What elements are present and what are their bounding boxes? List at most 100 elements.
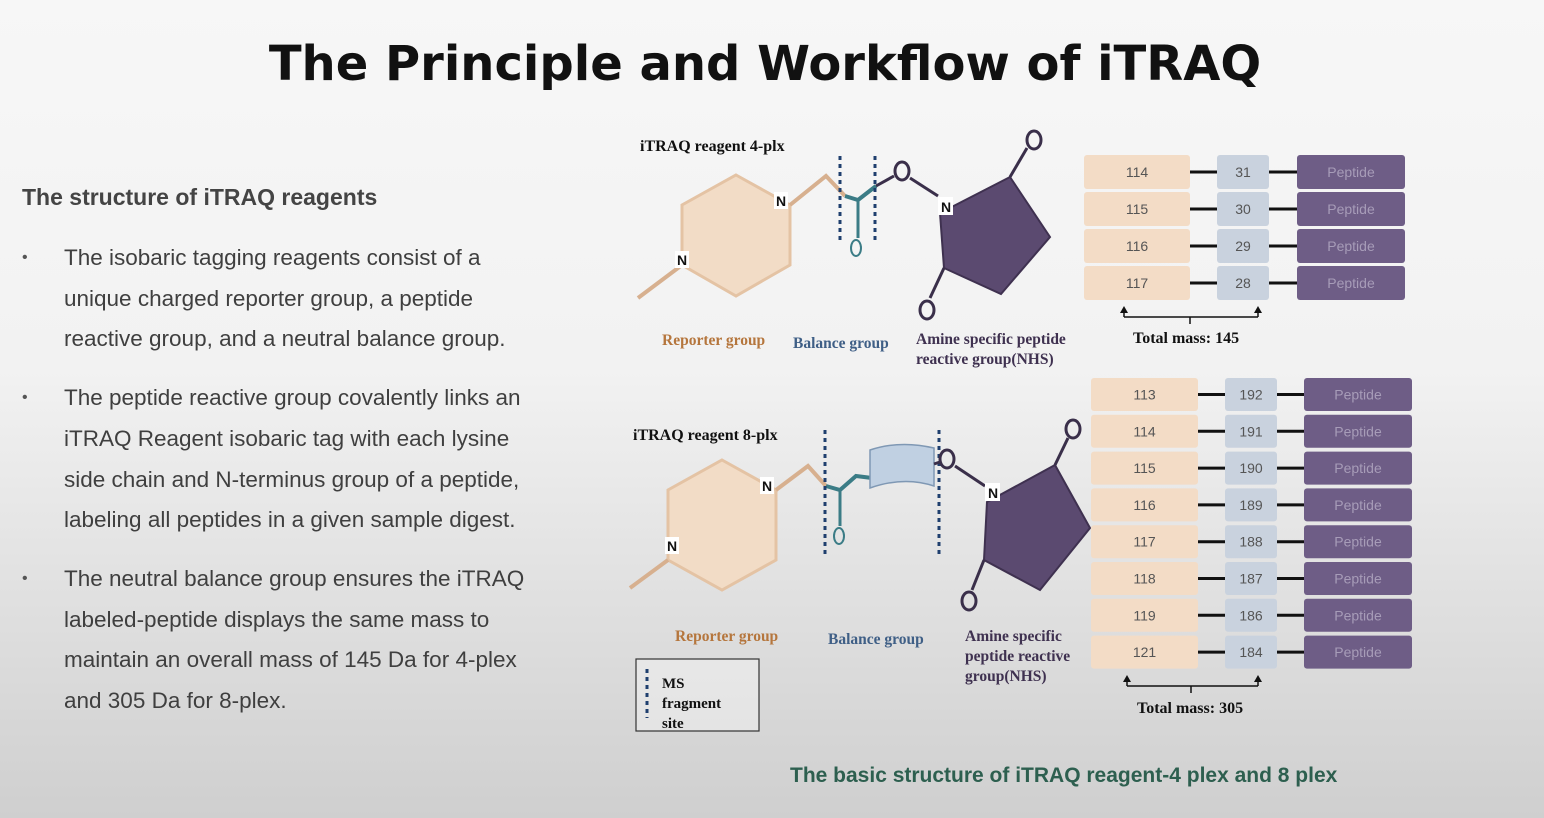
reporter-mass-box <box>1084 192 1190 226</box>
bullet-line: The isobaric tagging reagents consist of… <box>64 245 481 270</box>
plex8-nhs-carbonyl-bottom <box>970 559 986 591</box>
bullet-marker: • <box>22 389 28 407</box>
plex8-no-bond <box>954 464 986 488</box>
plex4-reporter-label: Reporter group <box>662 332 765 349</box>
balance-mass-value: 186 <box>1239 607 1263 623</box>
balance-mass-value: 188 <box>1239 534 1263 550</box>
plex8-amine-label: Amine specific <box>965 628 1062 645</box>
balance-mass-value: 30 <box>1235 201 1251 217</box>
peptide-label: Peptide <box>1334 644 1382 660</box>
bullet-marker: • <box>22 249 28 266</box>
peptide-label: Peptide <box>1334 387 1382 403</box>
plex8-nhs-o-top <box>1064 418 1082 440</box>
peptide-box <box>1297 155 1405 189</box>
reporter-mass-box <box>1091 598 1198 632</box>
plex4-nhs-carbonyl-bottom <box>928 267 946 299</box>
figure-caption: The basic structure of iTRAQ reagent-4 p… <box>790 764 1338 787</box>
balance-mass-box <box>1217 155 1269 189</box>
bullet-line: iTRAQ Reagent isobaric tag with each lys… <box>64 425 510 451</box>
plex4-nhs-carbonyl-top <box>1008 147 1029 178</box>
bullet-item: • The neutral balance group ensures the … <box>22 559 582 722</box>
bullet-line: side chain and N-terminus group of a pep… <box>64 466 520 492</box>
peptide-box <box>1297 266 1405 300</box>
balance-mass-box <box>1225 414 1277 448</box>
balance-mass-box <box>1225 598 1277 632</box>
peptide-label: Peptide <box>1327 238 1375 254</box>
plex8-amine-label: group(NHS) <box>965 668 1047 685</box>
peptide-label: Peptide <box>1327 164 1375 180</box>
plex4-nhs-ring <box>938 175 1052 296</box>
peptide-label: Peptide <box>1334 607 1382 623</box>
reporter-mass-box <box>1091 488 1198 522</box>
plex4-atom-n: N <box>677 252 687 268</box>
plex4-amine-label: Amine specific peptide <box>916 331 1066 348</box>
plex8-linker-bond <box>774 463 828 492</box>
reporter-mass-box <box>1091 525 1198 559</box>
reporter-mass-value: 118 <box>1133 571 1156 587</box>
balance-mass-value: 191 <box>1239 423 1263 439</box>
reporter-mass-box <box>1091 562 1198 595</box>
reporter-mass-value: 116 <box>1133 497 1156 513</box>
balance-mass-box <box>1225 525 1277 559</box>
plex8-nhs-carbonyl-top <box>1053 437 1070 466</box>
bullet-line: labeled-peptide displays the same mass t… <box>64 606 490 632</box>
peptide-box <box>1304 414 1412 448</box>
balance-mass-box <box>1225 451 1277 485</box>
reporter-mass-box <box>1091 378 1198 411</box>
reporter-mass-box <box>1084 266 1190 300</box>
plex8-balance-bond <box>825 473 873 493</box>
reporter-mass-box <box>1084 229 1190 263</box>
balance-mass-value: 187 <box>1239 571 1263 587</box>
reporter-mass-value: 115 <box>1126 201 1149 217</box>
balance-mass-box <box>1217 229 1269 263</box>
peptide-box <box>1297 229 1405 263</box>
bullet-line: unique charged reporter group, a peptide <box>64 285 474 311</box>
reporter-mass-value: 114 <box>1126 164 1149 180</box>
reporter-mass-box <box>1084 155 1190 189</box>
plex8-balance-ribbon <box>869 443 935 490</box>
balance-mass-value: 31 <box>1235 164 1251 180</box>
peptide-label: Peptide <box>1334 460 1382 476</box>
peptide-box <box>1304 635 1412 669</box>
plex8-bracket-arrow <box>1254 675 1262 682</box>
plex4-atom-bg <box>675 251 689 268</box>
fragment-legend-text: fragment <box>662 696 721 712</box>
plex4-linker-bond <box>788 173 847 207</box>
balance-mass-box <box>1217 266 1269 300</box>
plex4-ester-bond <box>875 174 895 188</box>
peptide-box <box>1304 378 1412 411</box>
page-title: The Principle and Workflow of iTRAQ <box>268 36 1262 92</box>
plex4-bracket-arrow <box>1120 306 1128 313</box>
plex8-atom-n: N <box>762 478 772 494</box>
bullet-item: • The isobaric tagging reagents consist … <box>22 238 582 360</box>
plex8-atom-bg <box>760 477 774 494</box>
plex8-mass-table: 113 192 Peptide 114 191 Peptide 115 190 Peptide 1… <box>1091 378 1412 669</box>
reporter-mass-value: 117 <box>1133 534 1156 550</box>
plex8-amine-label: peptide reactive <box>965 648 1070 665</box>
bullet-line: reactive group, and a neutral balance gr… <box>64 326 506 352</box>
reporter-mass-box <box>1091 414 1198 448</box>
plex8-atom-n: N <box>988 485 998 501</box>
plex8-methyl-bond <box>628 558 670 590</box>
reporter-mass-box <box>1091 451 1198 485</box>
plex8-reporter-label: Reporter group <box>675 628 778 645</box>
peptide-box <box>1297 192 1405 226</box>
balance-mass-box <box>1225 562 1277 595</box>
plex8-nhs-o-bottom <box>960 590 978 612</box>
balance-mass-box <box>1225 378 1277 411</box>
balance-mass-box <box>1225 488 1277 522</box>
plex4-atom-bg <box>774 192 788 209</box>
bullet-list: • The isobaric tagging reagents consist … <box>22 238 582 740</box>
plex8-reporter-ring <box>666 458 778 592</box>
plex4-nhs-o-bottom <box>918 299 936 321</box>
plex4-mass-table: 114 31 Peptide 115 30 Peptide 116 29 Peptide 117 2… <box>1084 155 1405 300</box>
bullet-line: labeling all peptides in a given sample … <box>64 507 516 533</box>
balance-mass-value: 190 <box>1239 460 1263 476</box>
reporter-mass-value: 115 <box>1133 460 1156 476</box>
plex4-label: iTRAQ reagent 4-plx <box>640 138 785 155</box>
reporter-mass-value: 114 <box>1133 423 1156 439</box>
bullet-line: The peptide reactive group covalently li… <box>64 385 521 411</box>
balance-mass-value: 189 <box>1239 497 1263 513</box>
reporter-mass-value: 119 <box>1133 607 1156 623</box>
balance-mass-box <box>1225 635 1277 669</box>
